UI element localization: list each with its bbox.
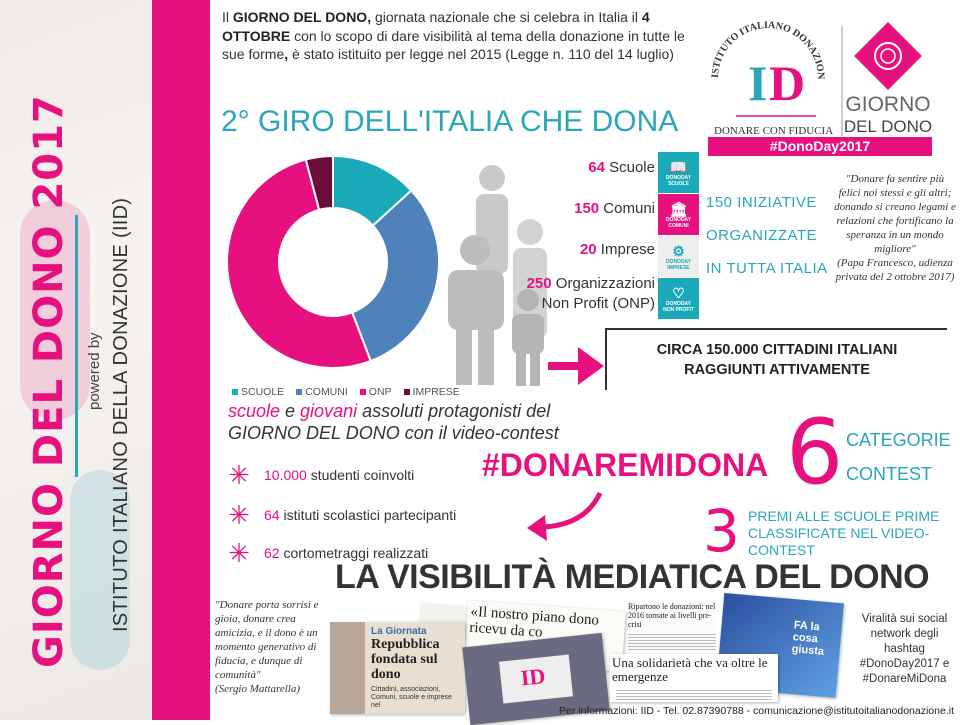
arrow-right-icon (548, 347, 604, 385)
count-imprese: 20 Imprese (579, 241, 655, 258)
left-panel (0, 0, 152, 720)
logo: ISTITUTO ITALIANO DONAZIONE I D DONARE C… (703, 0, 946, 156)
premi-number: 3 (703, 497, 740, 565)
legend-label: ONP (368, 386, 392, 398)
press-clipping: Ripartono le donazioni: nel 2016 tornate… (628, 602, 716, 650)
press-clipping: La Giornata Repubblica fondata sul dono Ci… (330, 622, 465, 714)
legend-label: COMUNI (305, 386, 348, 398)
gears-icon: ⚙ DONODAY IMPRESE (658, 236, 699, 277)
press-clipping: Una solidarietà che va oltre le emergenz… (610, 654, 778, 702)
asterisk-icon: ✳ (228, 538, 250, 568)
legend-item: COMUNI (296, 386, 348, 398)
heart-icon: ♡ DONODAY NON PROFIT (658, 278, 699, 319)
cittadini-box: CIRCA 150.000 CITTADINI ITALIANI RAGGIUNT… (605, 328, 947, 390)
tv-logo: ID (519, 663, 547, 691)
mattarella-quote: "Donare porta sorrisi e gioia, donare cr… (215, 599, 319, 695)
viralita-text: Viralità sui social network degli hashtag #… (859, 613, 950, 685)
donut-chart (226, 155, 440, 369)
bullet-istituti: ✳ 64 istituti scolastici partecipanti (228, 500, 457, 530)
bullet-studenti: ✳ 10.000 studenti coinvolti (228, 460, 415, 490)
logo-hashtag: #DonoDay2017 (770, 138, 871, 154)
legend-label: IMPRESE (412, 386, 460, 398)
iniziative-text: 150 INIZIATIVE ORGANIZZATE IN TUTTA ITALIA (706, 194, 828, 277)
donut-slice-imprese (304, 155, 334, 212)
legend-swatch (232, 389, 238, 396)
footer-contact: Per informazioni: IID - Tel. 02.87390788… (558, 705, 954, 717)
asterisk-icon: ✳ (228, 460, 250, 490)
intro-text: Il GIORNO DEL DONO, giornata nazionale c… (222, 9, 685, 62)
curved-arrow-icon (527, 491, 603, 541)
photo (330, 622, 365, 714)
logo-del-dono: DEL DONO (844, 117, 932, 136)
legend-item: ONP (359, 386, 392, 398)
book-icon: 📖 DONODAY SCUOLE (658, 152, 699, 193)
divider (75, 215, 78, 477)
donut-slice-comuni (350, 189, 440, 363)
asterisk-icon: ✳ (228, 500, 250, 530)
logo-mark: D (769, 55, 805, 111)
background-decoration (70, 470, 130, 670)
hashtag-title: #DONAREMIDONA (482, 447, 769, 483)
legend-item: IMPRESE (403, 386, 460, 398)
powered-by: powered by (86, 332, 103, 410)
visibilita-title: LA VISIBILITÀ MEDIATICA DEL DONO (335, 558, 930, 596)
donut-slice-onp (226, 158, 372, 369)
categorie-label: CATEGORIE CONTEST (846, 430, 951, 484)
categorie-number: 6 (786, 400, 844, 505)
logo-graphic: ISTITUTO ITALIANO DONAZIONE I D DONARE C… (703, 0, 932, 156)
protagonisti-text: scuole e giovani assoluti protagonisti d… (228, 401, 559, 443)
sidebar-title: GIORNO DEL DONO 2017 (26, 94, 72, 668)
legend-swatch (296, 389, 303, 396)
logo-mark: I (748, 55, 767, 111)
legend-label: SCUOLE (241, 386, 285, 398)
count-comuni: 150 Comuni (574, 200, 655, 217)
chart-legend: SCUOLE COMUNI ONP IMPRESE (232, 386, 460, 398)
legend-item: SCUOLE (232, 386, 284, 398)
count-onp: 250 Organizzazioni Non Profit (ONP) (526, 275, 655, 312)
people-silhouettes (448, 165, 547, 386)
legend-swatch (359, 389, 366, 396)
background-decoration (20, 200, 90, 420)
bullet-cortometraggi: ✳ 62 cortometraggi realizzati (228, 538, 429, 568)
legend-swatch (403, 389, 410, 396)
papa-quote: "Donare fa sentire più felici noi stessi… (834, 173, 956, 283)
premi-label: PREMI ALLE SCUOLE PRIME CLASSIFICATE NEL … (748, 508, 940, 558)
logo-giorno: GIORNO (845, 93, 930, 116)
pink-stripe (152, 0, 210, 720)
institute-name: ISTITUTO ITALIANO DELLA DONAZIONE (IID) (110, 197, 132, 632)
count-scuole: 64 Scuole (588, 159, 655, 176)
giro-title: 2° GIRO DELL'ITALIA CHE DONA (221, 105, 679, 138)
town-hall-icon: 🏛 DONODAY COMUNI (658, 194, 699, 235)
logo-tagline: DONARE CON FIDUCIA (714, 125, 833, 137)
